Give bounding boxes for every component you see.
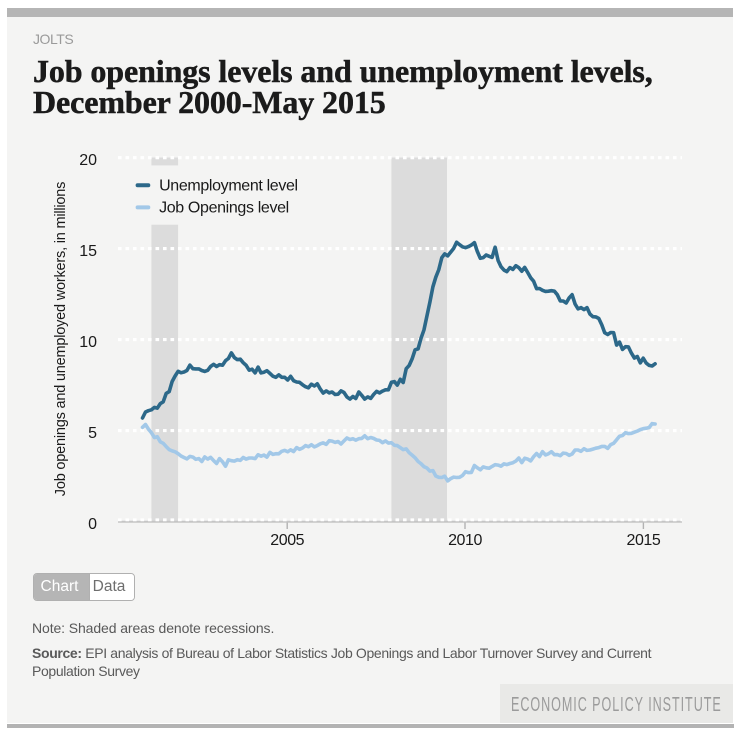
svg-text:20: 20 [79, 152, 97, 169]
svg-text:Unemployment level: Unemployment level [159, 177, 298, 194]
svg-text:2005: 2005 [270, 532, 304, 549]
svg-text:Job openings and unemployed wo: Job openings and unemployed workers, in … [53, 182, 69, 496]
svg-text:Job Openings level: Job Openings level [159, 200, 289, 217]
svg-text:5: 5 [88, 425, 97, 442]
svg-text:2015: 2015 [627, 532, 661, 549]
svg-text:0: 0 [88, 516, 97, 533]
svg-text:2010: 2010 [448, 532, 482, 549]
svg-text:15: 15 [79, 243, 97, 260]
svg-text:10: 10 [79, 334, 97, 351]
